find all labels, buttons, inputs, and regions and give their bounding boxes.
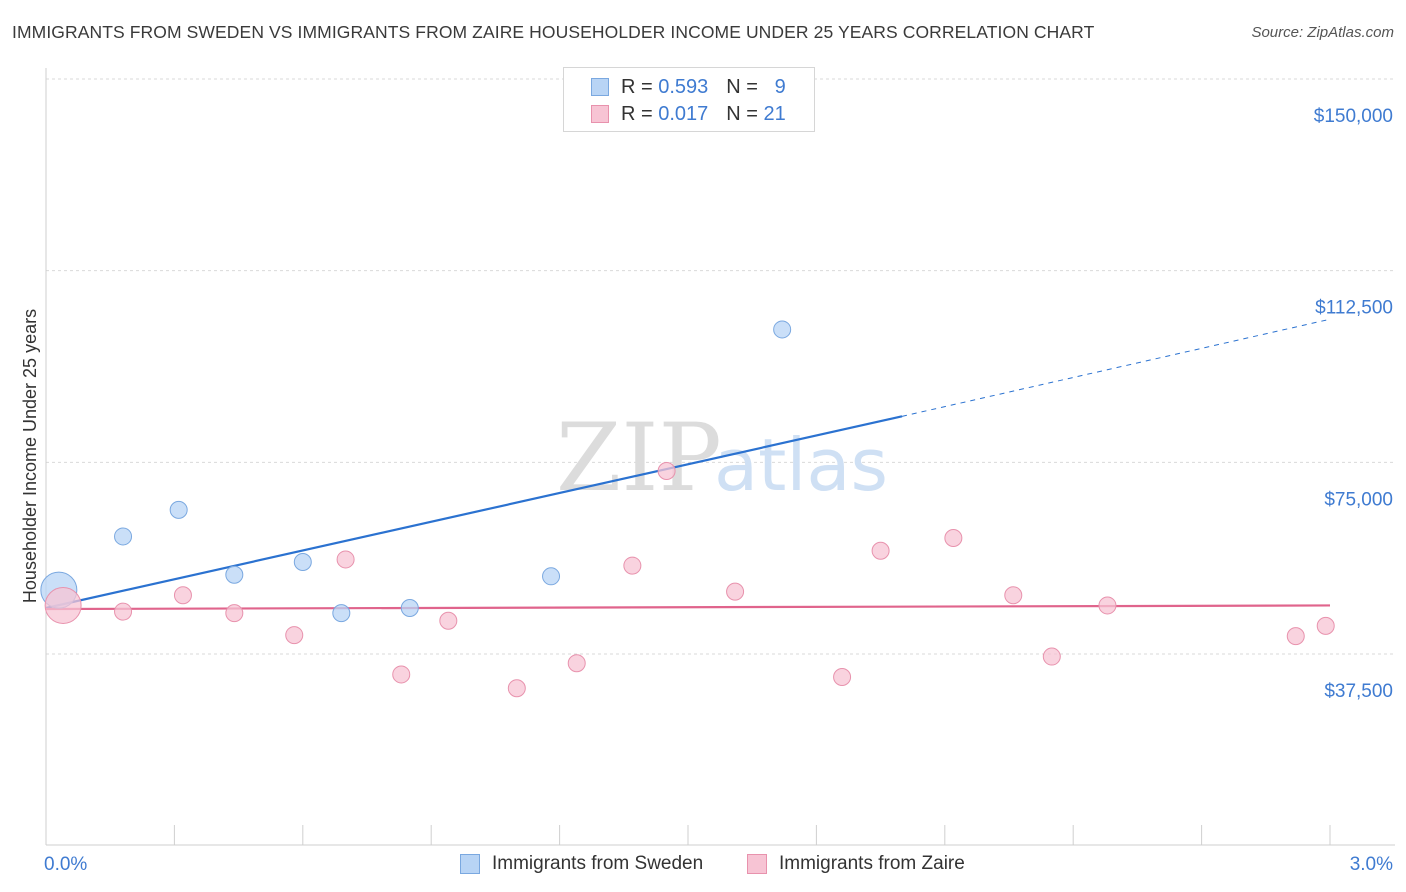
watermark: ZIP atlas — [556, 404, 888, 513]
legend-n-value: 21 — [763, 102, 786, 125]
legend-n-label: N = — [726, 102, 758, 125]
y-tick-label: $75,000 — [1324, 489, 1393, 510]
bottom-legend-zaire: Immigrants from Zaire — [747, 851, 965, 877]
point-sweden — [169, 500, 188, 519]
watermark-atlas: atlas — [714, 423, 888, 507]
point-sweden — [400, 599, 419, 617]
gridlines — [46, 78, 1395, 655]
trend-line-sweden — [45, 415, 903, 610]
data-points — [40, 320, 1335, 698]
trend-lines — [45, 318, 1331, 611]
x-tick-label: 0.0% — [44, 854, 87, 875]
point-zaire — [1004, 586, 1023, 605]
point-zaire — [1042, 647, 1061, 666]
point-sweden — [542, 567, 561, 586]
point-zaire — [944, 528, 963, 547]
tick-labels: $37,500 $75,000 $112,500 $150,000 0.0% 3.0% — [44, 106, 1393, 875]
legend-r-label: R = — [621, 75, 653, 98]
point-zaire — [225, 604, 244, 623]
point-zaire — [871, 541, 890, 560]
point-sweden — [225, 565, 244, 584]
point-zaire — [726, 582, 745, 601]
point-sweden — [114, 527, 133, 546]
point-zaire — [392, 665, 411, 684]
bottom-legend-sweden-label: Immigrants from Sweden — [492, 853, 704, 874]
y-tick-label: $37,500 — [1324, 681, 1393, 702]
legend-n-label: N = — [726, 75, 758, 98]
point-zaire — [833, 668, 852, 686]
axes — [45, 68, 1395, 846]
point-sweden — [293, 553, 312, 571]
source-label: Source: ZipAtlas.com — [1251, 24, 1394, 41]
legend-row-sweden: R = 0.593 N = 9 — [564, 74, 786, 100]
chart-title: IMMIGRANTS FROM SWEDEN VS IMMIGRANTS FRO… — [12, 22, 1095, 42]
point-zaire — [1286, 627, 1305, 646]
point-zaire — [507, 679, 526, 698]
x-tick-label: 3.0% — [1350, 854, 1393, 875]
trend-line-sweden-extension — [901, 318, 1331, 417]
point-zaire — [336, 550, 355, 569]
legend-r-value: 0.017 — [658, 102, 709, 125]
legend-row-zaire: R = 0.017 N = 21 — [564, 101, 786, 127]
legend-r-label: R = — [621, 102, 653, 125]
bottom-swatch-sweden — [460, 854, 480, 874]
point-zaire — [567, 654, 586, 673]
correlation-legend: R = 0.593 N = 9 R = 0.017 N = 21 — [563, 67, 815, 132]
y-tick-label: $150,000 — [1314, 106, 1393, 127]
point-sweden — [773, 320, 792, 339]
point-zaire — [623, 556, 642, 575]
point-zaire — [1098, 596, 1117, 615]
point-zaire — [439, 611, 458, 630]
watermark-zip: ZIP — [556, 404, 722, 513]
legend-swatch-sweden — [591, 78, 609, 96]
point-zaire — [1316, 616, 1335, 635]
bottom-swatch-zaire — [747, 854, 767, 874]
point-zaire — [44, 586, 82, 624]
point-zaire — [285, 626, 304, 645]
bottom-legend-sweden: Immigrants from Sweden — [460, 851, 703, 877]
bottom-legend-zaire-label: Immigrants from Zaire — [779, 853, 965, 874]
point-sweden — [332, 604, 351, 623]
point-zaire — [114, 602, 133, 621]
legend-r-value: 0.593 — [658, 75, 709, 98]
point-zaire — [657, 462, 676, 481]
legend-swatch-zaire — [591, 105, 609, 123]
y-axis-title: Householder Income Under 25 years — [20, 309, 40, 603]
point-zaire — [173, 586, 192, 605]
y-tick-label: $112,500 — [1315, 298, 1393, 319]
legend-n-value: 9 — [774, 75, 786, 98]
